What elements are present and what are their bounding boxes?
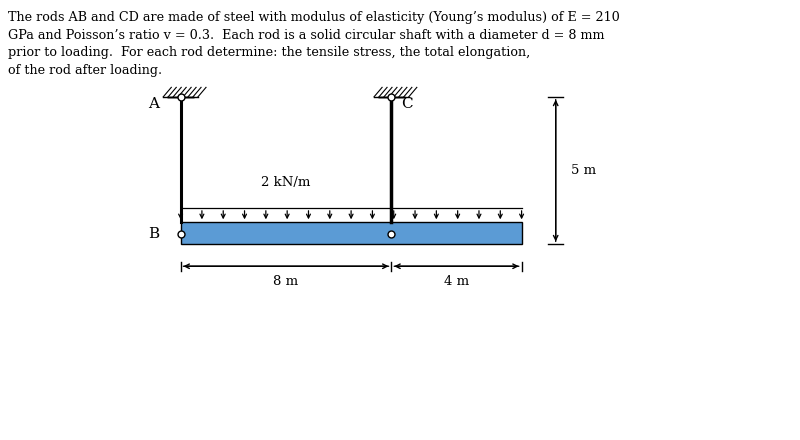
Text: A: A — [148, 97, 159, 110]
Text: The rods AB and CD are made of steel with modulus of elasticity (Young’s modulus: The rods AB and CD are made of steel wit… — [8, 11, 620, 24]
Text: D: D — [402, 227, 415, 241]
Text: B: B — [148, 227, 159, 241]
Text: 5 m: 5 m — [571, 164, 596, 177]
Text: prior to loading.  For each rod determine: the tensile stress, the total elongat: prior to loading. For each rod determine… — [8, 46, 530, 59]
Bar — [181, 222, 522, 244]
Text: of the rod after loading.: of the rod after loading. — [8, 64, 162, 77]
Text: GPa and Poisson’s ratio v = 0.3.  Each rod is a solid circular shaft with a diam: GPa and Poisson’s ratio v = 0.3. Each ro… — [8, 29, 605, 42]
Text: 2 kN/m: 2 kN/m — [262, 176, 310, 189]
Text: 4 m: 4 m — [444, 275, 469, 288]
Text: C: C — [401, 97, 412, 110]
Text: 8 m: 8 m — [274, 275, 298, 288]
